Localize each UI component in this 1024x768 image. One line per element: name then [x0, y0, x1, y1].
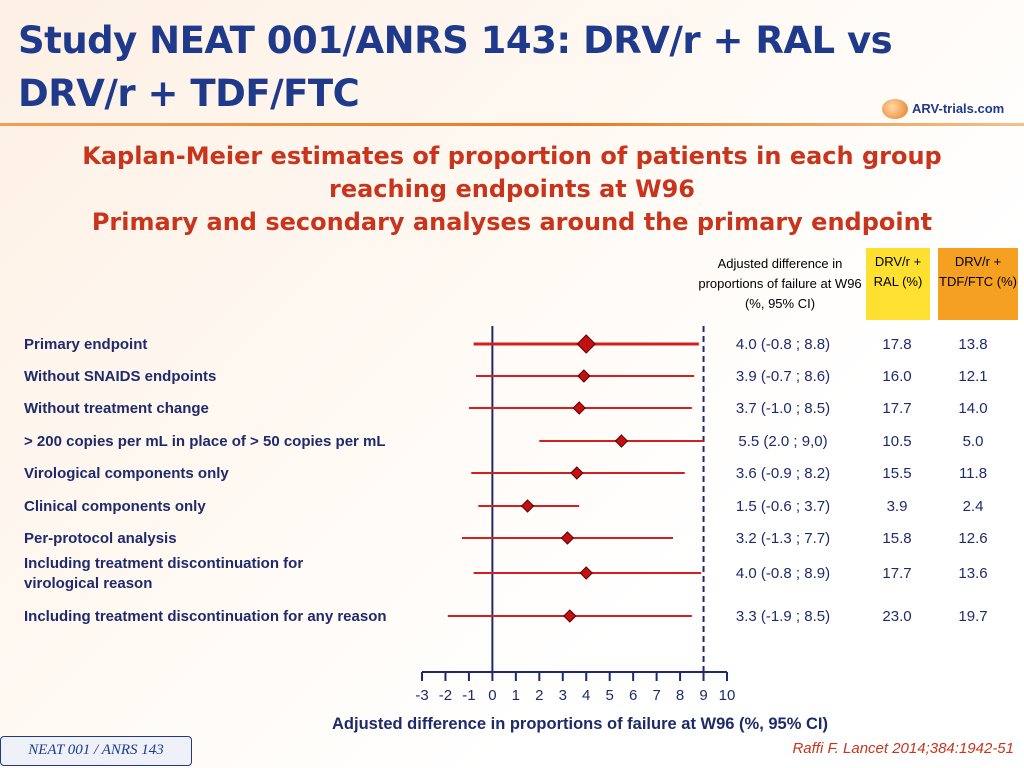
x-tick-label: 7 — [652, 687, 660, 704]
row-label: Including treatment discontinuation for … — [24, 608, 387, 625]
subtitle-line-3: Primary and secondary analyses around th… — [91, 208, 933, 236]
point-estimate-marker — [560, 531, 575, 545]
x-tick-label: -3 — [415, 687, 428, 704]
ci-value: 3.9 (-0.7 ; 8.6) — [736, 368, 830, 385]
ci-value: 3.3 (-1.9 ; 8.5) — [736, 608, 830, 625]
forest-row: Including treatment discontinuation for … — [24, 608, 988, 625]
ral-value: 16.0 — [882, 368, 911, 385]
tdf-value: 12.1 — [958, 368, 987, 385]
tdf-value: 5.0 — [963, 433, 984, 450]
row-label: virological reason — [24, 575, 152, 592]
ci-value: 3.7 (-1.0 ; 8.5) — [736, 400, 830, 417]
logo-icon — [882, 99, 908, 119]
ral-value: 17.7 — [882, 400, 911, 417]
subtitle-line-1: Kaplan-Meier estimates of proportion of … — [82, 142, 942, 170]
ral-value: 15.5 — [882, 465, 911, 482]
chart-subtitle: Kaplan-Meier estimates of proportion of … — [40, 140, 984, 239]
point-estimate-marker — [576, 334, 596, 354]
x-tick-label: 0 — [488, 687, 496, 704]
forest-row: > 200 copies per mL in place of > 50 cop… — [24, 433, 983, 450]
tdf-value: 11.8 — [959, 465, 987, 482]
forest-row: Per-protocol analysis 3.2 (-1.3 ; 7.7) 15.… — [24, 530, 988, 547]
header-drv-ral: DRV/r + RAL (%) — [866, 248, 930, 320]
ral-value: 15.8 — [882, 530, 911, 547]
point-estimate-marker — [614, 434, 629, 448]
x-tick-label: 2 — [535, 687, 543, 704]
header-drv-tdf-ftc: DRV/r + TDF/FTC (%) — [938, 248, 1018, 320]
citation: Raffi F. Lancet 2014;384:1942-51 — [792, 740, 1014, 757]
subtitle-line-2: reaching endpoints at W96 — [329, 175, 695, 203]
x-tick-label: -2 — [439, 687, 452, 704]
header-adjusted-difference: Adjusted difference in proportions of fa… — [698, 256, 862, 311]
forest-row: Clinical components only 1.5 (-0.6 ; 3.7)… — [24, 498, 983, 515]
forest-row: Without SNAIDS endpoints 3.9 (-0.7 ; 8.6)… — [24, 368, 988, 385]
x-tick-label: 4 — [582, 687, 590, 704]
point-estimate-marker — [577, 369, 591, 383]
ci-value: 5.5 (2.0 ; 9,0) — [738, 433, 827, 450]
ci-value: 1.5 (-0.6 ; 3.7) — [736, 498, 830, 515]
point-estimate-marker — [520, 499, 535, 513]
x-tick-label: 8 — [676, 687, 684, 704]
row-label: Clinical components only — [24, 498, 206, 515]
x-tick-label: -1 — [462, 687, 475, 704]
ral-value: 3.9 — [887, 498, 908, 515]
ci-value: 3.2 (-1.3 ; 7.7) — [736, 530, 830, 547]
tdf-value: 12.6 — [958, 530, 987, 547]
x-tick-label: 6 — [629, 687, 637, 704]
point-estimate-marker — [563, 609, 577, 623]
ci-value: 4.0 (-0.8 ; 8.9) — [736, 565, 830, 582]
x-tick-label: 9 — [699, 687, 707, 704]
x-tick-label: 5 — [606, 687, 614, 704]
x-tick-label: 3 — [559, 687, 567, 704]
point-estimate-marker — [579, 566, 593, 580]
point-estimate-marker — [572, 401, 586, 415]
tdf-value: 13.8 — [958, 336, 987, 353]
row-label: Virological components only — [24, 465, 229, 482]
tdf-value: 13.6 — [958, 565, 987, 582]
arv-trials-logo: ARV-trials.com — [880, 98, 1020, 124]
title-divider — [0, 123, 1024, 126]
ral-value: 17.8 — [882, 336, 911, 353]
ci-value: 4.0 (-0.8 ; 8.8) — [736, 336, 830, 353]
ral-value: 10.5 — [882, 433, 911, 450]
ci-value: 3.6 (-0.9 ; 8.2) — [736, 465, 830, 482]
forest-row: Virological components only 3.6 (-0.9 ; 8… — [24, 465, 987, 482]
point-estimate-marker — [570, 466, 584, 480]
forest-row: Primary endpoint 4.0 (-0.8 ; 8.8) 17.8 13.8 — [24, 334, 988, 354]
forest-row: Without treatment change 3.7 (-1.0 ; 8.5)… — [24, 400, 988, 417]
forest-row: Including treatment discontinuation for v… — [24, 555, 988, 592]
row-label: Including treatment discontinuation for — [24, 555, 303, 572]
ral-value: 23.0 — [882, 608, 911, 625]
tdf-value: 19.7 — [958, 608, 987, 625]
row-label: Per-protocol analysis — [24, 530, 177, 547]
logo-text: ARV-trials.com — [912, 101, 1005, 116]
tdf-value: 14.0 — [958, 400, 987, 417]
x-axis-title: Adjusted difference in proportions of fa… — [332, 715, 828, 733]
x-tick-label: 1 — [512, 687, 520, 704]
row-label: Without SNAIDS endpoints — [24, 368, 216, 385]
row-label: Without treatment change — [24, 400, 209, 417]
tdf-value: 2.4 — [963, 498, 984, 515]
row-label: Primary endpoint — [24, 336, 147, 353]
row-label: > 200 copies per mL in place of > 50 cop… — [24, 433, 386, 450]
slide-title: Study NEAT 001/ANRS 143: DRV/r + RAL vs … — [18, 19, 893, 115]
ral-value: 17.7 — [882, 565, 911, 582]
study-badge: NEAT 001 / ANRS 143 — [0, 736, 192, 766]
x-tick-label: 10 — [719, 687, 736, 704]
